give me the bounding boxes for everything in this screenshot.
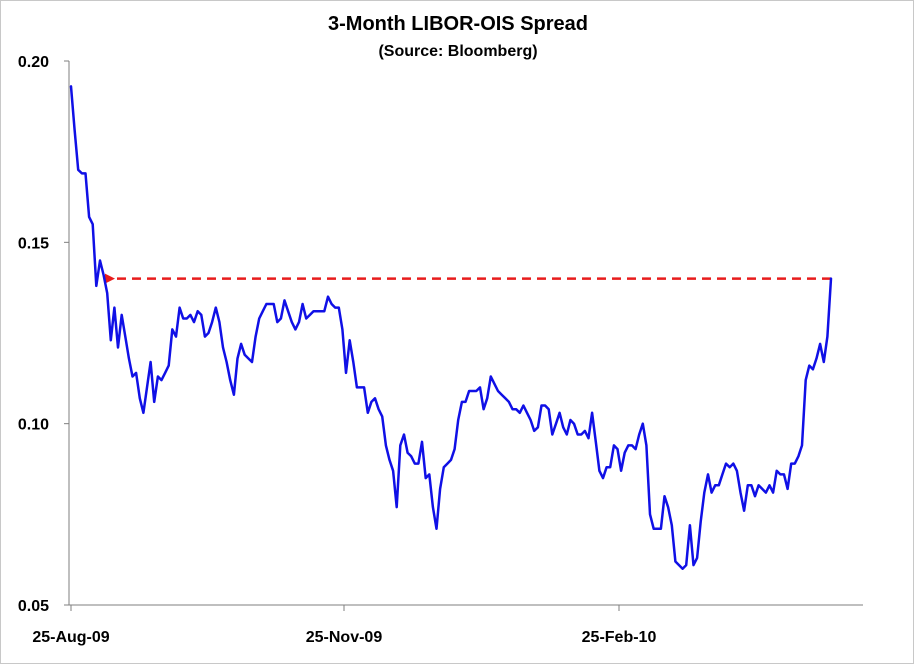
- x-tick-label: 25-Aug-09: [32, 629, 109, 646]
- chart-title: 3-Month LIBOR-OIS Spread: [328, 13, 588, 35]
- x-tick-label: 25-Nov-09: [306, 629, 383, 646]
- chart-subtitle: (Source: Bloomberg): [378, 43, 538, 60]
- y-tick-label: 0.10: [18, 417, 49, 434]
- y-tick-label: 0.15: [18, 235, 49, 252]
- x-tick-label: 25-Feb-10: [582, 629, 657, 646]
- series-marks: [69, 85, 833, 570]
- axes: 0.20 0.15 0.10 0.05 25-Aug-09 25-Nov-09 25-Feb…: [18, 54, 863, 646]
- y-tick-label: 0.05: [18, 598, 49, 615]
- series-line: [69, 85, 833, 570]
- y-tick-label: 0.20: [18, 54, 49, 71]
